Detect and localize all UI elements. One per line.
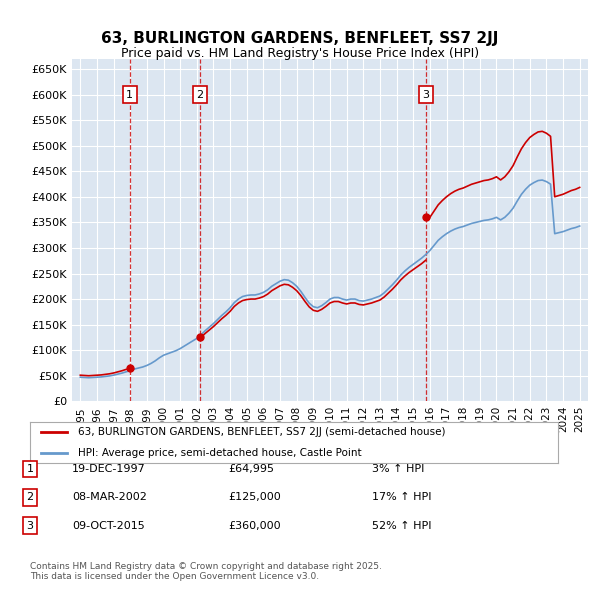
Text: 63, BURLINGTON GARDENS, BENFLEET, SS7 2JJ: 63, BURLINGTON GARDENS, BENFLEET, SS7 2J… (101, 31, 499, 46)
Text: 17% ↑ HPI: 17% ↑ HPI (372, 493, 431, 502)
Text: 19-DEC-1997: 19-DEC-1997 (72, 464, 146, 474)
Text: £125,000: £125,000 (228, 493, 281, 502)
Text: 3: 3 (26, 521, 34, 530)
Text: £64,995: £64,995 (228, 464, 274, 474)
Text: 63, BURLINGTON GARDENS, BENFLEET, SS7 2JJ (semi-detached house): 63, BURLINGTON GARDENS, BENFLEET, SS7 2J… (77, 427, 445, 437)
Text: Contains HM Land Registry data © Crown copyright and database right 2025.
This d: Contains HM Land Registry data © Crown c… (30, 562, 382, 581)
Text: 2: 2 (196, 90, 203, 100)
Text: 1: 1 (126, 90, 133, 100)
Text: 08-MAR-2002: 08-MAR-2002 (72, 493, 147, 502)
Text: £360,000: £360,000 (228, 521, 281, 530)
Text: 3: 3 (422, 90, 430, 100)
Text: 3% ↑ HPI: 3% ↑ HPI (372, 464, 424, 474)
Text: 1: 1 (26, 464, 34, 474)
Text: Price paid vs. HM Land Registry's House Price Index (HPI): Price paid vs. HM Land Registry's House … (121, 47, 479, 60)
Text: 2: 2 (26, 493, 34, 502)
Text: 52% ↑ HPI: 52% ↑ HPI (372, 521, 431, 530)
Text: HPI: Average price, semi-detached house, Castle Point: HPI: Average price, semi-detached house,… (77, 448, 361, 458)
Text: 09-OCT-2015: 09-OCT-2015 (72, 521, 145, 530)
